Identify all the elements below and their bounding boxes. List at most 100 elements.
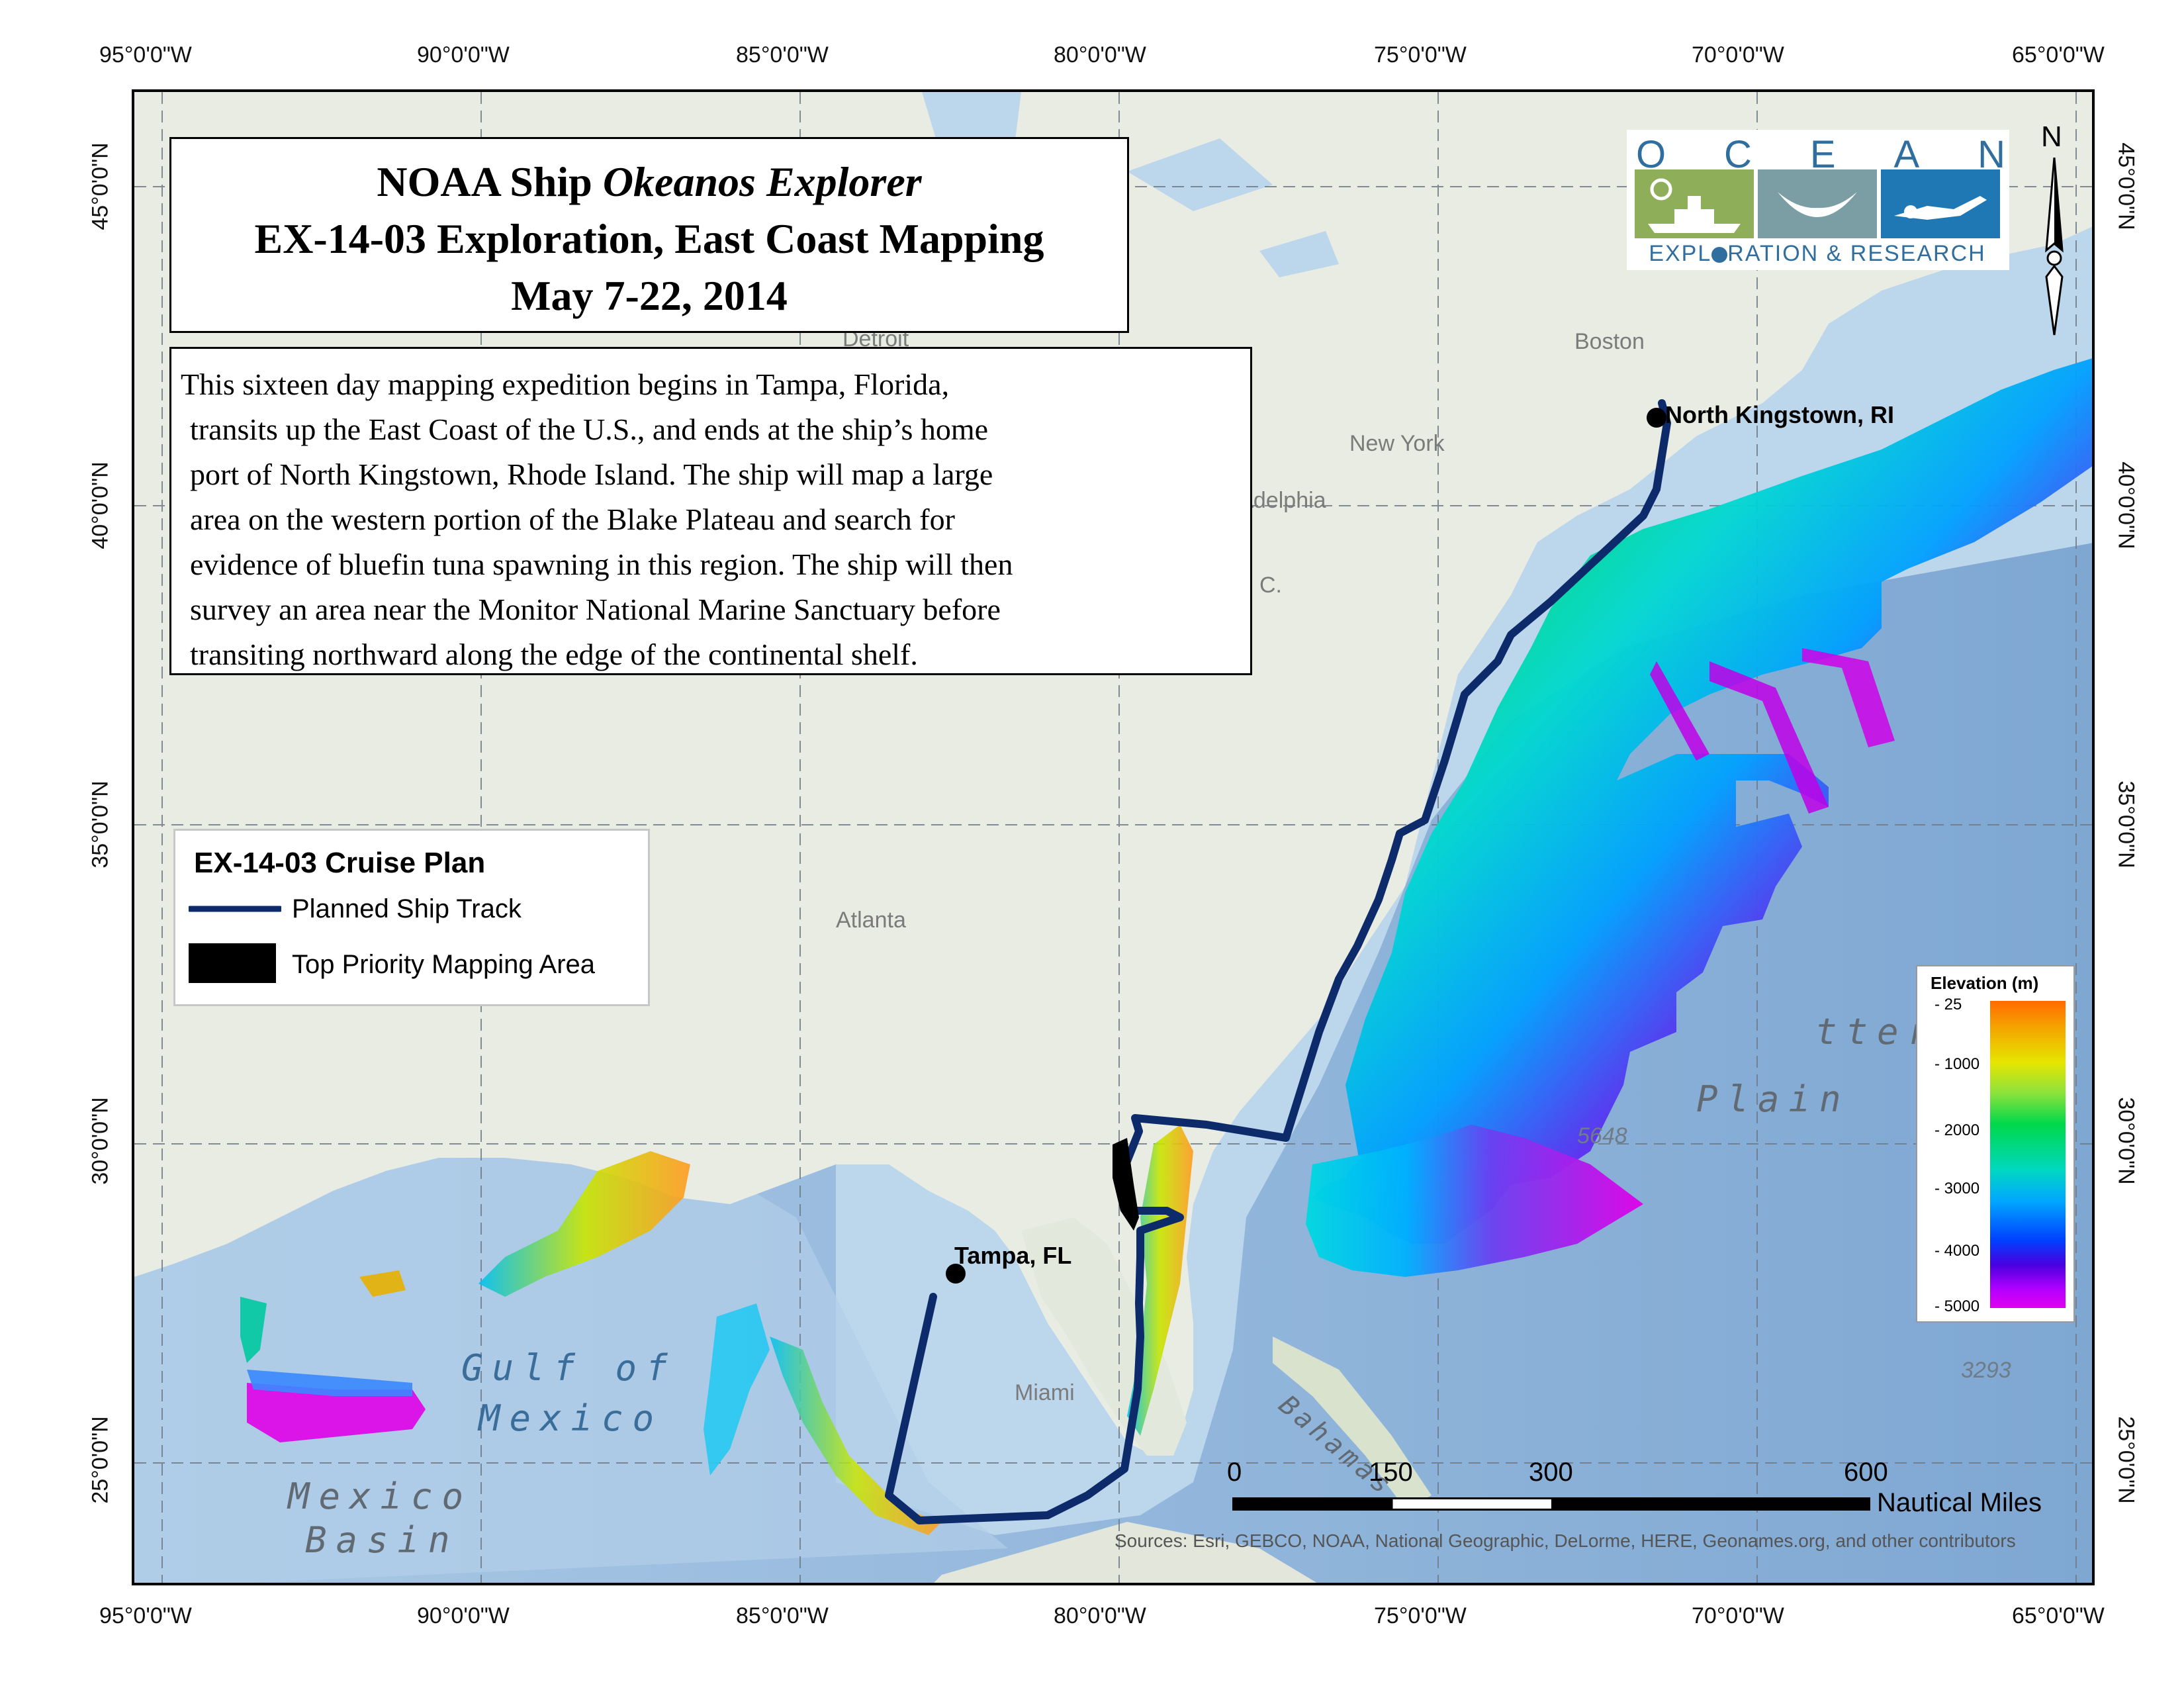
bathymetry-blake-plateau: [1306, 1125, 1643, 1277]
place-dc: C.: [1259, 573, 1282, 598]
lat-label: 45°0'0"N: [2113, 142, 2139, 230]
lat-label: 35°0'0"N: [2113, 780, 2139, 868]
bathymetry-florida-shelf: [1127, 1125, 1193, 1436]
lat-label: 30°0'0"N: [2113, 1097, 2139, 1185]
bathymetry-gulf: [359, 1270, 406, 1297]
lon-label: 80°0'0"W: [1054, 42, 1146, 68]
elevation-tick: - 3000: [1934, 1180, 1980, 1197]
sea-label-gulf-1: Gulf of: [461, 1347, 677, 1389]
cuba: [934, 1522, 1317, 1583]
cruise-plan-legend: EX-14-03 Cruise Plan Planned Ship Track …: [173, 829, 650, 1006]
scale-tick: 0: [1227, 1458, 1242, 1487]
bathymetry-gulf: [478, 1151, 690, 1297]
lon-label: 90°0'0"W: [417, 1603, 510, 1628]
logo-letter: O: [1636, 133, 1668, 176]
bahamas: [1273, 1336, 1432, 1509]
scale-tick: 600: [1844, 1458, 1888, 1487]
north-label: N: [2041, 120, 2062, 153]
north-kingstown-label: North Kingstown, RI: [1665, 401, 1894, 428]
top-priority-mapping-area: [1113, 1138, 1139, 1231]
logo-diver-panel: [1881, 169, 2000, 238]
noaa-bird-icon: [1778, 192, 1857, 217]
logo-subtitle: EXPL RATION & RESEARCH: [1635, 241, 2000, 267]
lat-label: 30°0'0"N: [87, 1097, 113, 1185]
place-atlanta: Atlanta: [836, 908, 906, 933]
bathymetry-gulf: [247, 1370, 412, 1396]
gulf-shelf: [134, 1125, 1008, 1583]
track-swatch: [189, 906, 281, 912]
logo-letter: A: [1893, 133, 1921, 176]
elevation-color-ramp: [1990, 1001, 2066, 1308]
diver-icon: [1894, 196, 1987, 220]
elevation-tick: - 2000: [1934, 1121, 1980, 1139]
description-line: area on the western portion of the Blake…: [190, 502, 955, 536]
bathymetry-gulf: [240, 1297, 267, 1363]
sea-label-basin-2: Basin: [305, 1519, 459, 1561]
logo-letter: E: [1809, 133, 1837, 176]
ocean-exploration-logo: O C E A N EXPL RATION & RESEARCH: [1627, 130, 2009, 270]
logo-subtitle-b: RATION & RESEARCH: [1727, 241, 1986, 266]
description-line: This sixteen day mapping expedition begi…: [181, 367, 950, 401]
logo-letters: O C E A N: [1636, 132, 2007, 177]
title-line-2: EX-14-03 Exploration, East Coast Mapping: [254, 215, 1044, 262]
lat-label: 25°0'0"N: [2113, 1416, 2139, 1504]
legend-title: EX-14-03 Cruise Plan: [194, 847, 486, 879]
legend-item-priority: Top Priority Mapping Area: [292, 950, 596, 979]
lat-label: 35°0'0"N: [87, 780, 113, 868]
lake: [1259, 231, 1339, 277]
elevation-tick: - 5000: [1934, 1297, 1980, 1315]
lon-label: 80°0'0"W: [1054, 1603, 1146, 1628]
lon-label: 75°0'0"W: [1374, 1603, 1467, 1628]
title-prefix: NOAA Ship: [377, 158, 592, 205]
lon-label: 65°0'0"W: [2012, 1603, 2105, 1628]
sea-label-basin-1: Mexico: [288, 1476, 473, 1517]
lon-label: 95°0'0"W: [99, 1603, 192, 1628]
lat-label: 25°0'0"N: [87, 1416, 113, 1504]
lon-label: 75°0'0"W: [1374, 42, 1467, 68]
tampa-marker: [946, 1264, 966, 1284]
scale-bar-graphic: [1232, 1497, 1870, 1511]
north-arrow: N: [2036, 120, 2075, 339]
bathymetry-gulf: [247, 1383, 426, 1442]
map-sources: Sources: Esri, GEBCO, NOAA, National Geo…: [1115, 1530, 2016, 1551]
lon-label: 65°0'0"W: [2012, 42, 2105, 68]
scale-unit: Nautical Miles: [1877, 1488, 2042, 1517]
logo-o-icon: [1711, 247, 1728, 263]
depth-label: 5648: [1577, 1123, 1627, 1149]
elevation-title: Elevation (m): [1931, 973, 2039, 993]
lon-label: 90°0'0"W: [417, 42, 510, 68]
lat-label: 45°0'0"N: [87, 142, 113, 230]
lat-label: 40°0'0"N: [2113, 461, 2139, 549]
place-boston: Boston: [1574, 329, 1645, 354]
legend-item-track: Planned Ship Track: [292, 894, 522, 923]
place-new-york: New York: [1349, 431, 1445, 456]
priority-swatch: [189, 943, 276, 983]
lon-label: 95°0'0"W: [99, 42, 192, 68]
description-line: transits up the East Coast of the U.S., …: [190, 412, 989, 446]
lon-label: 70°0'0"W: [1692, 1603, 1784, 1628]
bathymetry-gulf: [704, 1303, 770, 1476]
map-title-box: NOAA Ship Okeanos Explorer EX-14-03 Expl…: [169, 137, 1129, 333]
scale-tick: 150: [1369, 1458, 1413, 1487]
planned-ship-track: [885, 399, 1671, 1524]
elevation-tick: - 1000: [1934, 1055, 1980, 1073]
title-line-1: NOAA Ship Okeanos Explorer: [171, 154, 1127, 211]
north-arrow-icon: [2045, 158, 2064, 336]
description-line: survey an area near the Monitor National…: [190, 592, 1001, 626]
sea-label-gulf-2: Mexico: [478, 1397, 664, 1439]
description-line: transiting northward along the edge of t…: [190, 637, 918, 671]
logo-wave-panel: [1758, 169, 1877, 238]
logo-ship-panel: [1635, 169, 1754, 238]
scale-tick: 300: [1529, 1458, 1573, 1487]
description-line: evidence of bluefin tuna spawning in thi…: [190, 547, 1013, 581]
bathymetry-east-coast: [1312, 358, 2092, 1244]
elevation-tick: - 25: [1934, 996, 1962, 1013]
elevation-legend: Elevation (m) - 25 - 1000 - 2000 - 3000 …: [1916, 965, 2075, 1323]
lat-label: 40°0'0"N: [87, 461, 113, 549]
bathymetry-transect: [1709, 661, 1829, 814]
bathymetry-transect: [1650, 661, 1709, 761]
bathymetry-transect: [1802, 648, 1895, 747]
north-kingstown-marker: [1647, 408, 1666, 428]
lon-label: 70°0'0"W: [1692, 42, 1784, 68]
elevation-tick: - 4000: [1934, 1242, 1980, 1260]
